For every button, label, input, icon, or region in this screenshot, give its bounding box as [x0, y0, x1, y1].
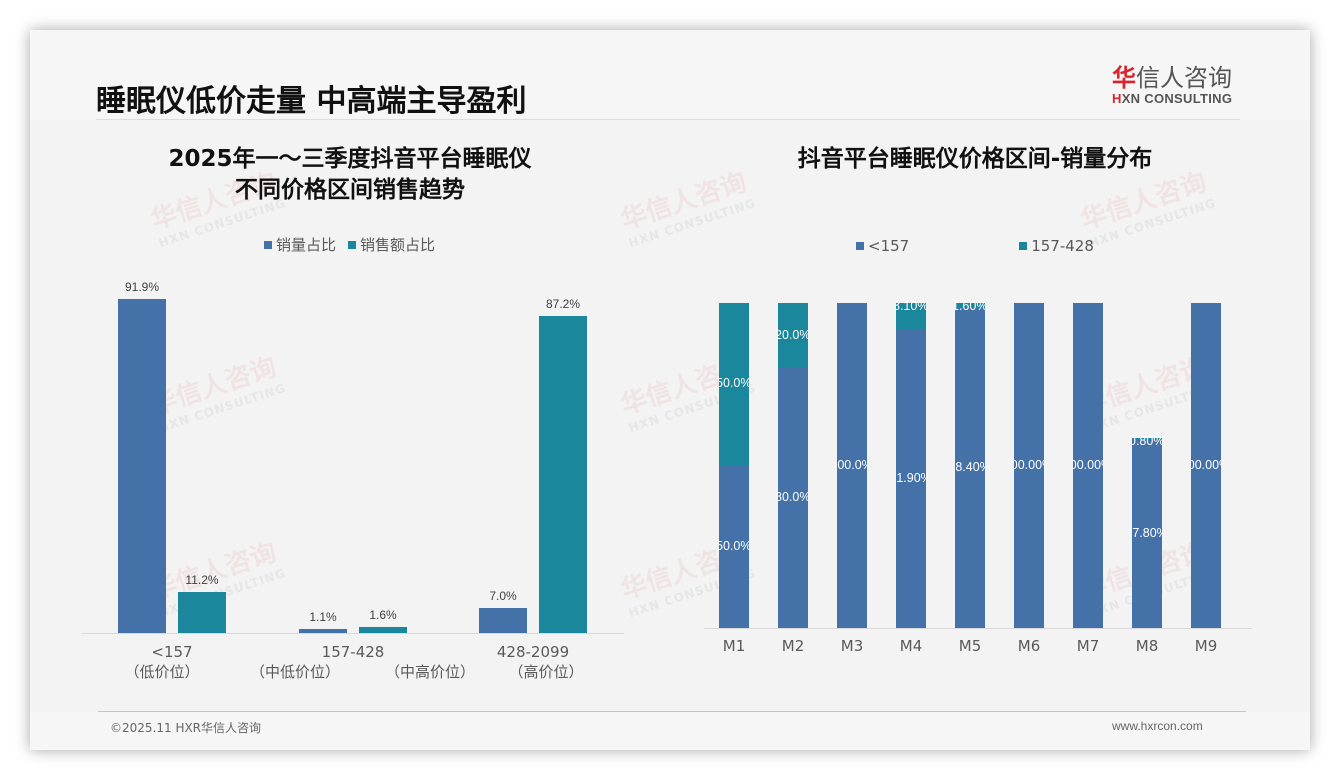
- segment-value-label: 100.00%: [1014, 457, 1044, 472]
- watermark-en: HXN CONSULTING: [156, 380, 288, 436]
- right-category-label: M4: [899, 637, 923, 655]
- sales-bar: [178, 592, 226, 633]
- volume-bar: [299, 629, 347, 633]
- watermark-cn: 华信人咨询: [147, 352, 281, 422]
- volume-bar: [479, 607, 527, 633]
- right-chart-x-axis: [704, 628, 1252, 629]
- stack-segment-low: [1132, 440, 1162, 628]
- logo-cn-accent: 华: [1112, 64, 1136, 92]
- right-category-label: M5: [958, 637, 982, 655]
- stack-segment-mid: [896, 303, 926, 330]
- stack-segment-low: [1073, 303, 1103, 628]
- left-category-label: 428-2099: [496, 643, 570, 661]
- left-chart-title: 2025年一～三季度抖音平台睡眠仪 不同价格区间销售趋势: [120, 144, 580, 206]
- segment-value-label: 50.0%: [719, 538, 749, 553]
- right-chart-legend: <157 157-428: [856, 237, 1094, 255]
- right-category-label: M8: [1135, 637, 1159, 655]
- left-category-sublabel: （中高价位）: [384, 663, 475, 681]
- bar-value-label: 1.6%: [369, 608, 397, 623]
- slide: 睡眠仪低价走量 中高端主导盈利 华信人咨询 HXN CONSULTING 华信人…: [30, 30, 1310, 750]
- legend-item-mid: 157-428: [1019, 237, 1094, 255]
- stack-segment-low: [1014, 303, 1044, 628]
- brand-logo: 华信人咨询 HXN CONSULTING: [1112, 64, 1232, 106]
- page-title: 睡眠仪低价走量 中高端主导盈利: [96, 84, 527, 119]
- watermark-en: HXN CONSULTING: [1086, 195, 1218, 251]
- right-category-label: M9: [1194, 637, 1218, 655]
- stack-segment-low: [955, 308, 985, 628]
- stack-segment-low: [837, 303, 867, 628]
- segment-value-label: 80.0%: [778, 490, 808, 504]
- sales-bar: [539, 316, 587, 633]
- stack-segment-mid: [778, 303, 808, 368]
- right-category-label: M6: [1017, 637, 1041, 655]
- bar-value-label: 87.2%: [545, 297, 581, 312]
- footer: [30, 712, 1310, 750]
- segment-value-label: 100.00%: [1073, 457, 1103, 472]
- footer-divider: [98, 711, 1246, 712]
- segment-value-label: 57.80%: [1132, 526, 1162, 541]
- left-category-sublabel: （低价位）: [124, 663, 200, 681]
- stack-segment-mid: [955, 303, 985, 309]
- left-category-sublabel: （中低价位）: [249, 663, 340, 681]
- legend-item-volume: 销量占比: [264, 234, 336, 255]
- left-category-label: <157: [151, 643, 193, 661]
- bar-value-label: 91.9%: [124, 280, 160, 295]
- logo-en-accent: H: [1112, 91, 1122, 106]
- right-category-label: M7: [1076, 637, 1100, 655]
- legend-swatch-teal: [348, 240, 357, 249]
- stack-segment-low: [778, 368, 808, 628]
- bar-value-label: 1.1%: [309, 610, 337, 624]
- bar-value-label: 11.2%: [185, 573, 219, 588]
- left-category-label: 157-428: [321, 643, 385, 661]
- right-category-label: M2: [781, 637, 805, 655]
- stack-segment-low: [1191, 303, 1221, 628]
- footer-copyright: ©2025.11 HXR华信人咨询: [110, 721, 262, 735]
- segment-value-label: 1.60%: [955, 299, 985, 313]
- left-chart-legend: 销量占比 销售额占比: [264, 234, 435, 255]
- stack-segment-mid: [719, 303, 749, 466]
- legend-swatch-teal: [1019, 242, 1028, 250]
- stack-segment-low: [719, 465, 749, 628]
- left-chart-title-line1: 2025年一～三季度抖音平台睡眠仪: [168, 146, 532, 172]
- left-chart-title-line2: 不同价格区间销售趋势: [235, 177, 465, 203]
- logo-en-text: XN CONSULTING: [1121, 91, 1233, 106]
- volume-bar: [118, 299, 166, 633]
- stack-segment-low: [896, 329, 926, 628]
- segment-value-label: 8.10%: [896, 299, 926, 313]
- footer-website: www.hxrcon.com: [1112, 719, 1203, 733]
- sales-bar: [359, 627, 407, 633]
- segment-value-label: 98.40%: [955, 460, 985, 475]
- legend-item-sales: 销售额占比: [348, 234, 435, 255]
- bar-value-label: 7.0%: [489, 588, 517, 603]
- legend-item-low: <157: [856, 237, 909, 255]
- segment-value-label: 100.0%: [837, 457, 867, 472]
- segment-value-label: 91.90%: [896, 470, 926, 485]
- left-chart-x-axis: [82, 633, 624, 634]
- right-category-label: M3: [840, 637, 864, 655]
- watermark-en: HXN CONSULTING: [626, 195, 758, 251]
- right-chart-title: 抖音平台睡眠仪价格区间-销量分布: [797, 146, 1153, 172]
- segment-value-label: 0.80%: [1132, 433, 1162, 448]
- logo-cn-text: 信人咨询: [1136, 64, 1232, 92]
- left-category-sublabel: （高价位）: [508, 663, 584, 681]
- slide-header: [30, 30, 1310, 120]
- right-category-label: M1: [722, 637, 746, 655]
- segment-value-label: 50.0%: [719, 376, 749, 391]
- segment-value-label: 100.00%: [1191, 457, 1221, 472]
- legend-swatch-blue: [856, 242, 864, 250]
- segment-value-label: 20.0%: [778, 327, 808, 342]
- legend-swatch-blue: [264, 240, 272, 249]
- title-divider: [96, 119, 1240, 120]
- stack-segment-mid: [1132, 437, 1162, 441]
